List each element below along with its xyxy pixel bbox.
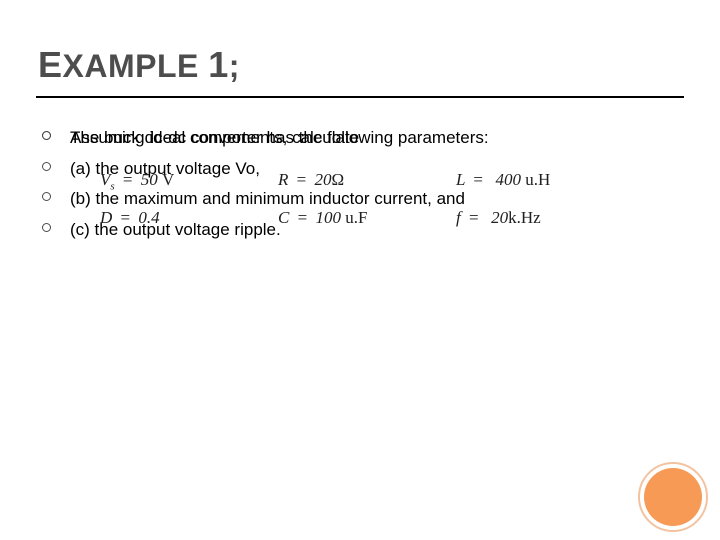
list-item: (c) the output voltage ripple. <box>42 218 682 243</box>
list-item: Assuming ideal components, calculate <box>42 126 682 151</box>
title-word2-rest: ; <box>229 48 240 84</box>
task-list: Assuming ideal components, calculate (a)… <box>42 126 682 249</box>
title-word1-first: E <box>38 44 63 85</box>
decor-circle-icon <box>644 468 702 526</box>
list-item-text: Assuming ideal components, calculate <box>70 128 359 147</box>
title-word2-first: 1 <box>208 44 229 85</box>
list-item-text: (a) the output voltage Vo, <box>70 159 260 178</box>
list-item-text: (b) the maximum and minimum inductor cur… <box>70 189 465 208</box>
title-word1-rest: XAMPLE <box>63 48 199 84</box>
slide: EXAMPLE 1; The buck dc-dc converter has … <box>0 0 720 540</box>
list-item: (b) the maximum and minimum inductor cur… <box>42 187 682 212</box>
slide-title: EXAMPLE 1; <box>38 44 240 86</box>
title-underline <box>36 96 684 98</box>
list-item-text: (c) the output voltage ripple. <box>70 220 281 239</box>
list-item: (a) the output voltage Vo, <box>42 157 682 182</box>
